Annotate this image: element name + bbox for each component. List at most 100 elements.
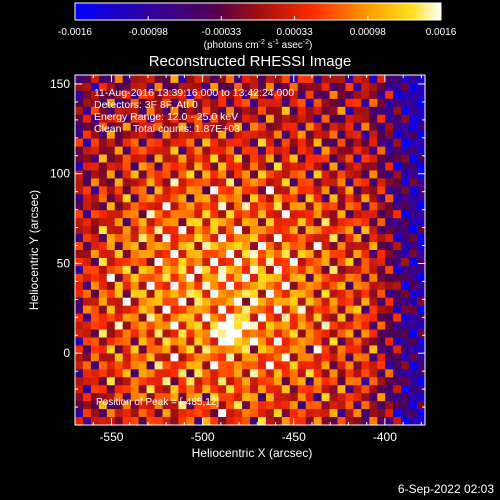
heatmap-cell xyxy=(210,75,219,84)
heatmap-cell xyxy=(337,218,346,227)
heatmap-cell xyxy=(130,114,140,124)
heatmap-cell xyxy=(202,273,211,283)
heatmap-cell xyxy=(297,90,307,100)
heatmap-cell xyxy=(353,130,362,140)
heatmap-cell xyxy=(377,329,386,338)
heatmap-cell xyxy=(385,122,394,132)
heatmap-cell xyxy=(202,82,211,92)
heatmap-cell xyxy=(138,353,147,362)
heatmap-cell xyxy=(194,369,203,378)
heatmap-cell xyxy=(377,265,386,275)
heatmap-cell xyxy=(194,90,203,100)
heatmap-cell xyxy=(393,369,402,378)
heatmap-cell xyxy=(114,122,124,132)
heatmap-cell xyxy=(250,417,259,426)
heatmap-cell xyxy=(321,82,330,92)
heatmap-cell xyxy=(417,385,426,394)
heatmap-cell xyxy=(202,305,211,315)
heatmap-cell xyxy=(202,393,211,402)
heatmap-cell xyxy=(353,162,362,171)
heatmap-cell xyxy=(321,329,330,338)
heatmap-cell xyxy=(106,178,116,187)
heatmap-cell xyxy=(82,321,92,330)
heatmap-cell xyxy=(321,234,330,243)
heatmap-cell xyxy=(345,345,354,354)
heatmap-cell xyxy=(186,242,195,251)
heatmap-cell xyxy=(75,162,84,171)
heatmap-cell xyxy=(122,146,132,155)
heatmap-cell xyxy=(122,417,132,426)
heatmap-cell xyxy=(242,210,251,219)
heatmap-cell xyxy=(401,202,410,211)
heatmap-cell xyxy=(122,289,132,299)
colorbar-tick-label: 0.00098 xyxy=(350,27,387,38)
heatmap-cell xyxy=(138,281,147,291)
heatmap-cell xyxy=(385,98,394,108)
heatmap-cell xyxy=(265,162,275,171)
heatmap-cell xyxy=(210,122,219,132)
heatmap-cell xyxy=(250,305,259,315)
colorbar-ticks: -0.0016 -0.00098 -0.00033 0.00033 0.00098 0.0… xyxy=(58,16,457,38)
heatmap-cell xyxy=(321,369,330,378)
heatmap-cell xyxy=(345,218,354,227)
heatmap-cell xyxy=(210,146,219,155)
heatmap-cell xyxy=(122,210,132,219)
heatmap-cell xyxy=(242,305,251,315)
heatmap-cell xyxy=(417,321,426,330)
heatmap-cell xyxy=(289,257,299,267)
heatmap-cell xyxy=(138,273,147,283)
heatmap-cell xyxy=(337,313,346,322)
heatmap-cell xyxy=(409,75,418,84)
heatmap-cell xyxy=(242,385,251,394)
heatmap-cell xyxy=(170,353,179,362)
heatmap-cell xyxy=(82,281,92,291)
heatmap-cell xyxy=(393,202,402,211)
heatmap-cell xyxy=(146,361,155,370)
heatmap-cell xyxy=(178,210,187,219)
heatmap-cell xyxy=(409,313,418,322)
heatmap-cell xyxy=(178,75,187,84)
heatmap-cell xyxy=(170,321,179,330)
heatmap-cell xyxy=(385,106,394,116)
heatmap-cell xyxy=(138,218,147,227)
heatmap-cell xyxy=(234,82,243,92)
heatmap-cell xyxy=(186,321,195,330)
heatmap-cell xyxy=(178,265,187,275)
heatmap-cell xyxy=(130,75,140,84)
heatmap-cell xyxy=(162,186,171,195)
heatmap-cell xyxy=(393,321,402,330)
heatmap-cell xyxy=(130,297,140,307)
heatmap-cell xyxy=(321,90,330,100)
heatmap-cell xyxy=(281,98,291,108)
heatmap-cell xyxy=(273,250,283,259)
heatmap-cell xyxy=(162,385,171,394)
heatmap-cell xyxy=(273,369,283,378)
heatmap-cell xyxy=(75,289,84,299)
heatmap-cell xyxy=(297,369,307,378)
heatmap-cell xyxy=(265,98,275,108)
heatmap-cell xyxy=(130,170,140,179)
heatmap-cell xyxy=(170,122,179,132)
heatmap-cell xyxy=(257,369,267,378)
heatmap-cell xyxy=(401,90,410,100)
heatmap-cell xyxy=(329,329,338,338)
heatmap-cell xyxy=(98,353,108,362)
heatmap-cell xyxy=(146,218,155,227)
heatmap-cell xyxy=(289,353,299,362)
heatmap-cell xyxy=(273,186,283,195)
heatmap-cell xyxy=(393,114,402,124)
heatmap-cell xyxy=(273,313,283,322)
heatmap-cell xyxy=(257,82,267,92)
heatmap-cell xyxy=(162,353,171,362)
heatmap-cell xyxy=(82,297,92,307)
heatmap-cell xyxy=(297,234,307,243)
heatmap-cell xyxy=(194,194,203,203)
heatmap-cell xyxy=(122,138,132,147)
heatmap-cell xyxy=(234,353,243,362)
heatmap-cell xyxy=(409,345,418,354)
heatmap-cell xyxy=(345,194,354,203)
heatmap-cell xyxy=(122,393,132,402)
heatmap-cell xyxy=(385,313,394,322)
heatmap-cell xyxy=(337,178,346,187)
